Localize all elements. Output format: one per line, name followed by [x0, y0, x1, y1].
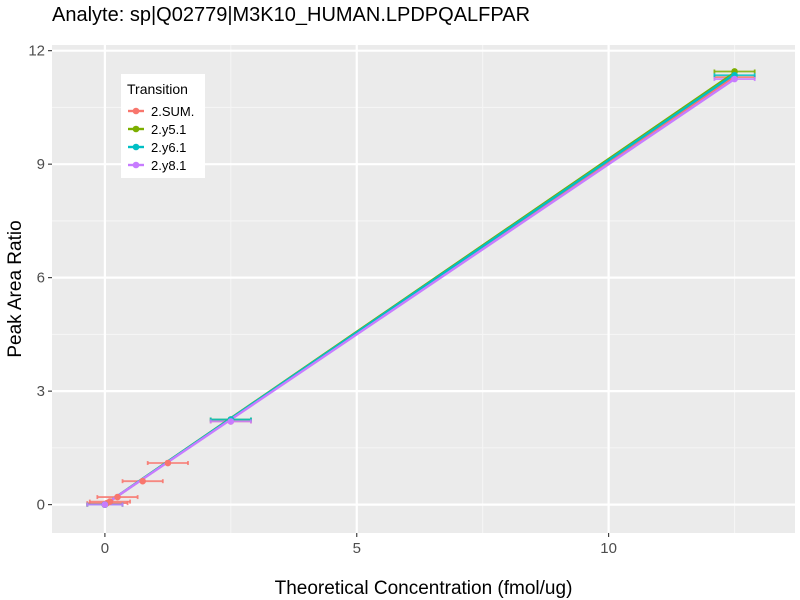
fit-line — [104, 78, 736, 506]
legend: Transition 2.SUM. 2.y5.1 2.y6.1 2.y8.1 — [121, 74, 205, 178]
legend-key-point — [132, 107, 140, 115]
grid-major — [52, 45, 795, 533]
data-point — [731, 75, 738, 83]
x-axis-title: Theoretical Concentration (fmol/ug) — [275, 578, 573, 599]
x-axis: 0 5 10 — [101, 533, 617, 557]
y-axis-title: Peak Area Ratio — [5, 220, 26, 357]
y-tick-label: 6 — [37, 270, 45, 287]
data-points — [101, 68, 738, 508]
grid-minor — [52, 45, 795, 533]
data-point — [101, 501, 109, 508]
legend-entry: 2.SUM. — [151, 104, 194, 119]
data-point — [227, 418, 235, 425]
data-point — [164, 459, 172, 467]
legend-entry: 2.y8.1 — [151, 158, 186, 173]
legend-key-point — [132, 125, 140, 133]
data-point — [139, 477, 146, 485]
data-point — [114, 493, 121, 501]
y-tick-label: 12 — [28, 43, 45, 60]
x-tick-label: 0 — [101, 540, 109, 557]
legend-key-point — [132, 143, 140, 151]
legend-entry: 2.y5.1 — [151, 122, 186, 137]
legend-entry: 2.y6.1 — [151, 140, 186, 155]
fit-lines — [104, 71, 736, 506]
x-tick-label: 5 — [353, 540, 361, 557]
y-axis: 0 3 6 9 12 — [28, 43, 52, 514]
data-point — [106, 498, 114, 505]
y-tick-label: 0 — [37, 497, 45, 514]
legend-items: 2.SUM. 2.y5.1 2.y6.1 2.y8.1 — [128, 104, 194, 173]
legend-title: Transition — [127, 81, 188, 97]
x-tick-label: 10 — [600, 540, 617, 557]
y-tick-label: 3 — [37, 383, 45, 400]
chart-title: Analyte: sp|Q02779|M3K10_HUMAN.LPDPQALFP… — [52, 4, 530, 26]
y-tick-label: 9 — [37, 156, 45, 173]
legend-key-point — [132, 161, 140, 169]
